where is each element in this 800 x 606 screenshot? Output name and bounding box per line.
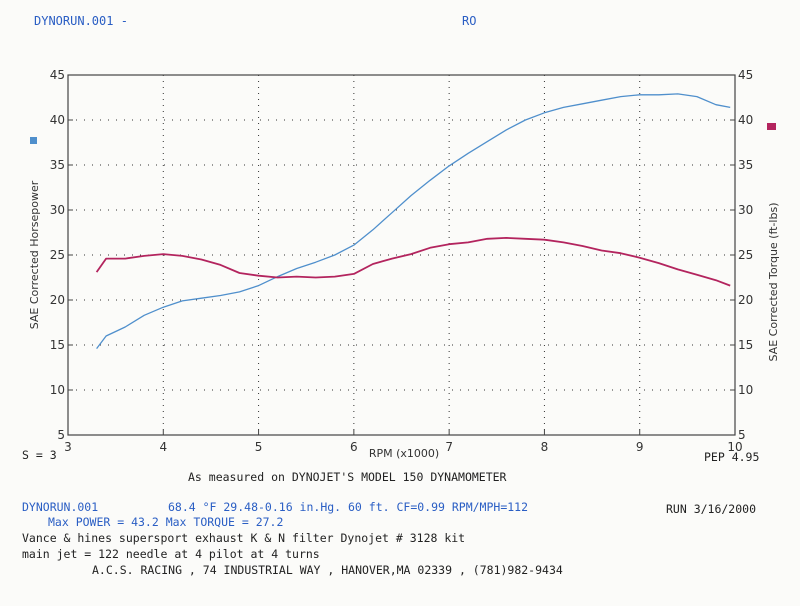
y-tick-label-right: 30 xyxy=(738,203,753,217)
y-tick-label-left: 15 xyxy=(50,338,65,352)
y-tick-label-right: 5 xyxy=(738,428,746,442)
run-code: RO xyxy=(462,14,477,28)
pep-label: PEP 4.95 xyxy=(704,450,760,464)
y-tick-label-right: 20 xyxy=(738,293,753,307)
y-axis-label-right: SAE Corrected Torque (ft-lbs) xyxy=(767,203,780,362)
torque-legend-marker xyxy=(767,123,776,130)
y-tick-label-left: 20 xyxy=(50,293,65,307)
x-tick-label: 6 xyxy=(350,440,358,454)
x-axis-label: RPM (x1000) xyxy=(369,447,439,460)
torque-curve xyxy=(95,236,731,287)
run-date: RUN 3/16/2000 xyxy=(666,502,757,516)
power-legend-marker xyxy=(30,137,37,144)
y-tick-label-right: 25 xyxy=(738,248,753,262)
conditions: 68.4 °F 29.48-0.16 in.Hg. 60 ft. CF=0.99… xyxy=(168,500,529,514)
y-tick-label-left: 5 xyxy=(57,428,65,442)
x-tick-label: 7 xyxy=(445,440,453,454)
y-tick-label-left: 40 xyxy=(50,113,65,127)
notes-line-1: Vance & hines supersport exhaust K & N f… xyxy=(22,531,466,545)
y-tick-label-right: 35 xyxy=(738,158,753,172)
y-tick-label-left: 30 xyxy=(50,203,65,217)
run-title: DYNORUN.001 - xyxy=(34,14,128,28)
x-tick-label: 8 xyxy=(541,440,549,454)
series xyxy=(95,93,731,349)
y-axis-label-left: SAE Corrected Horsepower xyxy=(28,180,41,329)
y-tick-label-left: 35 xyxy=(50,158,65,172)
notes-line-2: main jet = 122 needle at 4 pilot at 4 tu… xyxy=(22,547,320,561)
x-tick-label: 9 xyxy=(636,440,644,454)
x-tick-label: 5 xyxy=(255,440,263,454)
y-tick-label-right: 10 xyxy=(738,383,753,397)
power-curve xyxy=(96,93,731,349)
y-tick-label-right: 40 xyxy=(738,113,753,127)
smoothing-label: S = 3 xyxy=(22,448,57,462)
max-values: Max POWER = 43.2 Max TORQUE = 27.2 xyxy=(48,515,284,529)
y-tick-label-right: 15 xyxy=(738,338,753,352)
shop-info: A.C.S. RACING , 74 INDUSTRIAL WAY , HANO… xyxy=(92,563,563,577)
x-tick-label: 3 xyxy=(64,440,72,454)
y-tick-label-right: 45 xyxy=(738,68,753,82)
x-tick-label: 4 xyxy=(159,440,167,454)
dyno-run-label: DYNORUN.001 xyxy=(22,500,99,514)
y-tick-label-left: 10 xyxy=(50,383,65,397)
x-tick-label: 10 xyxy=(727,440,742,454)
chart-subtitle: As measured on DYNOJET'S MODEL 150 DYNAM… xyxy=(188,470,507,484)
y-tick-label-left: 25 xyxy=(50,248,65,262)
y-tick-label-left: 45 xyxy=(50,68,65,82)
